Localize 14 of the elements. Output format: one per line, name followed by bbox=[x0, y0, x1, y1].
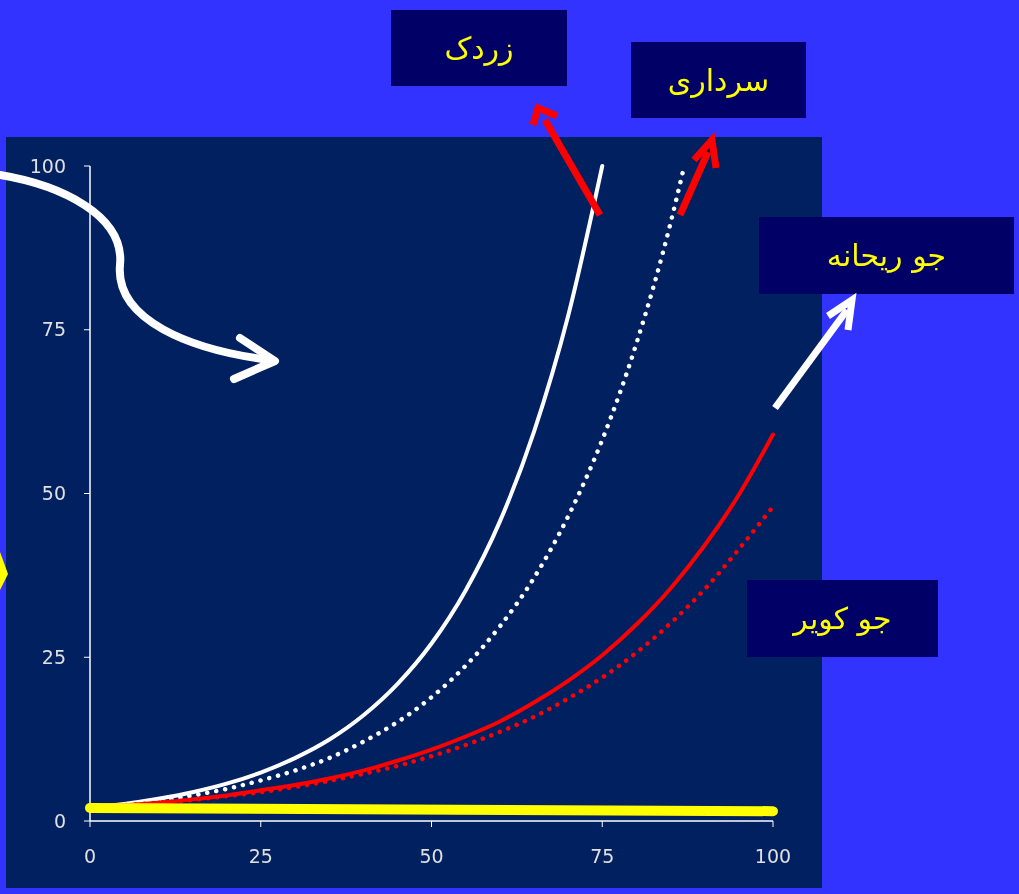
text: جو ریحانه bbox=[826, 238, 947, 273]
text: سرداری bbox=[667, 62, 770, 98]
y-tick-label: 50 bbox=[41, 482, 66, 505]
y-tick-label: 0 bbox=[53, 809, 66, 832]
x-tick-label: 50 bbox=[419, 845, 444, 867]
text: جو کویر bbox=[791, 601, 892, 636]
y-tick-label: 100 bbox=[29, 154, 66, 177]
y-tick-label: 75 bbox=[41, 318, 66, 341]
x-tick-label: 100 bbox=[754, 845, 792, 867]
text: زردک bbox=[444, 30, 514, 66]
x-tick-label: 75 bbox=[590, 845, 615, 867]
x-tick-label: 25 bbox=[248, 845, 273, 867]
y-tick-label: 25 bbox=[41, 645, 66, 668]
x-tick-label: 0 bbox=[83, 845, 97, 867]
